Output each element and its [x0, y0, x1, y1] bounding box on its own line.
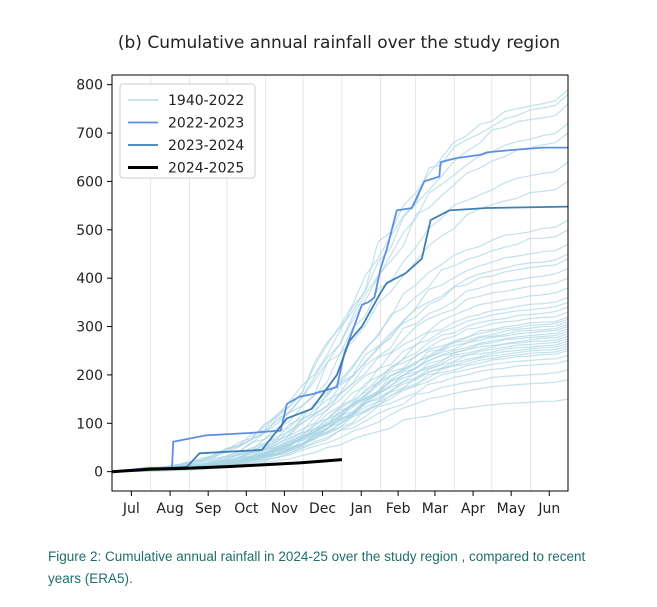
legend-box	[119, 83, 256, 179]
y-tick-label: 800	[76, 78, 103, 94]
legend-label-2022-2023: 2022-2023	[168, 116, 244, 132]
legend-label-2023-2024: 2023-2024	[168, 138, 244, 154]
legend-label-2024-2025: 2024-2025	[168, 161, 244, 177]
y-tick-label: 0	[94, 465, 103, 481]
y-tick-label: 600	[76, 174, 103, 190]
x-tick-label: Jun	[537, 501, 560, 517]
x-tick-label: Jul	[122, 501, 140, 517]
series-line-2023-2024	[111, 205, 569, 473]
figure-caption: Figure 2: Cumulative annual rainfall in …	[48, 549, 586, 586]
y-tick-label: 400	[76, 271, 103, 287]
plot-frame	[111, 74, 569, 492]
x-tick-label: Jan	[349, 501, 372, 517]
x-tick-label: May	[497, 501, 526, 517]
chart-title: (b) Cumulative annual rainfall over the …	[118, 33, 560, 53]
historical-line	[111, 306, 569, 473]
x-tick-label: Feb	[386, 501, 411, 517]
series-line-2022-2023	[111, 146, 568, 473]
x-tick-label: Sep	[195, 501, 222, 517]
x-tick-label: Apr	[461, 501, 485, 517]
x-tick-label: Nov	[271, 501, 298, 517]
historical-line	[111, 89, 569, 473]
series-line-2024-2025	[111, 458, 343, 474]
legend-label-1940-2022: 1940-2022	[168, 93, 244, 109]
x-tick-label: Mar	[422, 501, 449, 517]
historical-line	[111, 323, 569, 473]
legend: 1940-2022 2022-2023 2023-2024 2024-2025	[119, 83, 256, 179]
highlighted-series	[111, 146, 569, 474]
rainfall-chart: (b) Cumulative annual rainfall over the …	[76, 33, 569, 517]
historical-line	[111, 93, 569, 473]
y-tick-label: 300	[76, 320, 103, 336]
x-tick-label: Oct	[234, 501, 259, 517]
x-tick-label: Dec	[309, 501, 336, 517]
historical-line	[111, 311, 569, 473]
y-tick-label: 500	[76, 223, 103, 239]
y-tick-label: 700	[76, 126, 103, 142]
axes: Jul Aug Sep Oct Nov Dec Jan Feb Mar Apr May Jun 0 100…	[76, 78, 560, 517]
historical-line	[111, 338, 569, 473]
x-tick-label: Aug	[156, 501, 183, 517]
y-tick-label: 100	[76, 416, 103, 432]
y-tick-label: 200	[76, 368, 103, 384]
